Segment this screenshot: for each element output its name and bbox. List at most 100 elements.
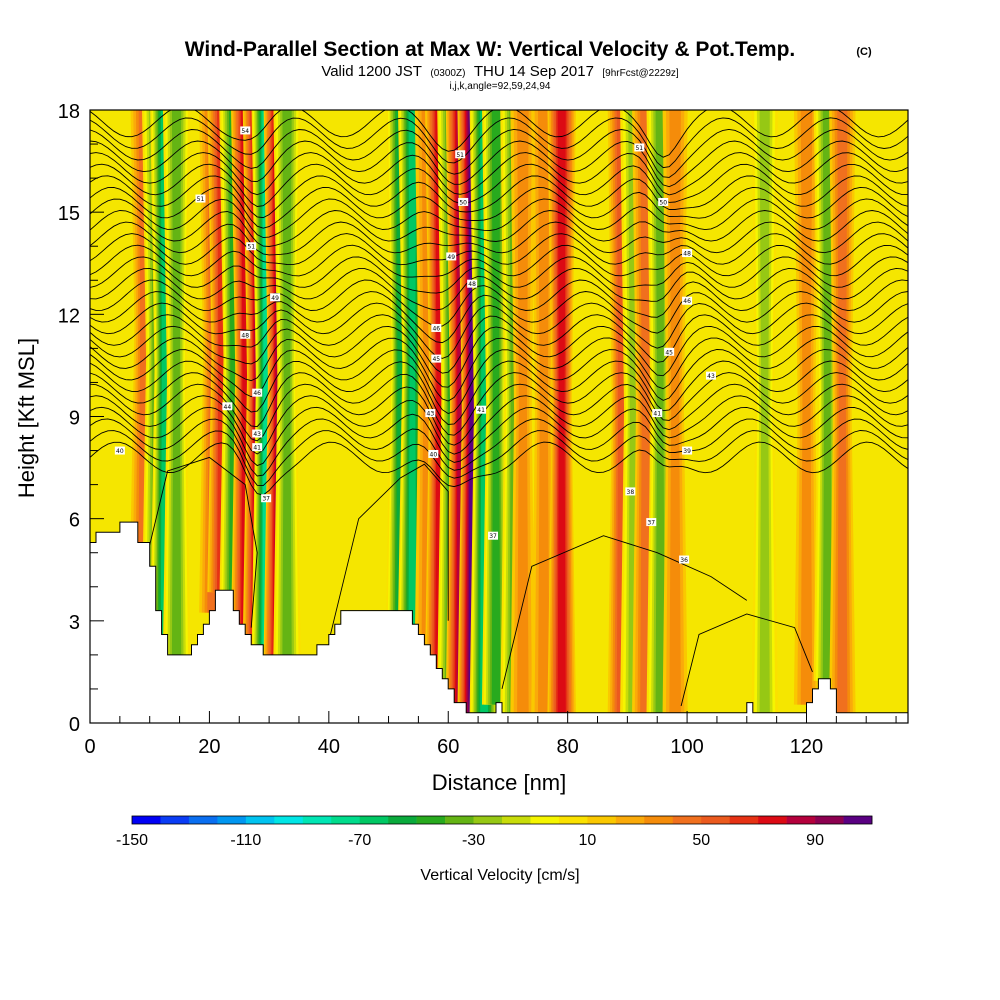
svg-text:50: 50 (659, 199, 667, 206)
theta-label: 37 (261, 494, 272, 503)
colorbar-tick-label: -30 (462, 832, 485, 849)
theta-contour (90, 430, 908, 487)
colorbar-swatch (758, 816, 787, 824)
colorbar-swatch (302, 816, 332, 824)
theta-label: 41 (652, 409, 663, 418)
svg-text:39: 39 (683, 448, 691, 455)
colorbar-swatch (587, 816, 617, 824)
x-tick-label: 60 (437, 736, 459, 758)
theta-label: 49 (446, 252, 457, 261)
svg-text:48: 48 (468, 281, 476, 288)
y-axis-label: Height [Kft MSL] (14, 338, 39, 498)
theta-label: 49 (270, 293, 281, 302)
theta-label: 38 (625, 487, 636, 496)
velocity-column (751, 110, 778, 715)
colorbar-swatch (388, 816, 417, 824)
x-tick-label: 20 (198, 736, 220, 758)
theta-contour (143, 456, 258, 628)
theta-contour (90, 349, 908, 414)
theta-label: 41 (476, 405, 487, 414)
plot-area: 54 51 51 49 48 46 44 43 41 40 37 51 50 49 48 46 45 43 41 40… (90, 110, 908, 723)
y-tick-label: 0 (69, 714, 80, 736)
colorbar-swatch (416, 816, 446, 824)
vertical-velocity-field (130, 110, 856, 715)
colorbar-tick-label: 50 (692, 832, 710, 849)
theta-contour (90, 152, 908, 196)
theta-label: 45 (664, 347, 675, 356)
theta-contour (680, 613, 813, 707)
svg-text:36: 36 (680, 557, 688, 564)
x-tick-label: 0 (84, 736, 95, 758)
theta-label: 43 (425, 409, 436, 418)
x-tick-label: 80 (557, 736, 579, 758)
y-tick-label: 12 (58, 305, 80, 327)
velocity-column (510, 110, 536, 715)
svg-text:43: 43 (427, 411, 435, 418)
svg-text:44: 44 (224, 404, 232, 411)
chart-title: Wind-Parallel Section at Max W: Vertical… (185, 38, 796, 61)
svg-text:54: 54 (241, 128, 249, 135)
theta-label: 48 (240, 330, 251, 339)
y-tick-label: 9 (69, 408, 80, 430)
theta-contour (90, 128, 908, 178)
theta-contour (90, 360, 908, 425)
svg-text:38: 38 (627, 489, 635, 496)
colorbar-swatch (331, 816, 360, 824)
svg-text:49: 49 (271, 295, 279, 302)
theta-label: 37 (488, 531, 499, 540)
colorbar-swatch (530, 816, 560, 824)
svg-text:43: 43 (707, 373, 715, 380)
colorbar-swatch (843, 816, 873, 824)
svg-text:49: 49 (447, 254, 455, 261)
colorbar-swatch (644, 816, 674, 824)
svg-text:41: 41 (253, 445, 261, 452)
theta-label: 46 (431, 323, 442, 332)
theta-contour (90, 406, 908, 467)
svg-text:51: 51 (456, 152, 464, 159)
svg-text:51: 51 (247, 244, 255, 251)
svg-text:46: 46 (253, 390, 261, 397)
colorbar-swatch (815, 816, 844, 824)
svg-text:48: 48 (241, 332, 249, 339)
y-tick-label: 6 (69, 510, 80, 532)
colorbar-swatch (245, 816, 275, 824)
colorbar-swatch (558, 816, 588, 824)
theta-label: 48 (682, 249, 693, 258)
svg-text:41: 41 (477, 407, 485, 414)
theta-label: 51 (455, 150, 466, 159)
theta-label: 51 (634, 143, 645, 152)
colorbar-label: Vertical Velocity [cm/s] (420, 867, 579, 884)
theta-label: 51 (246, 242, 257, 251)
svg-text:51: 51 (197, 196, 205, 203)
theta-contour (90, 383, 908, 446)
svg-text:37: 37 (647, 520, 655, 527)
y-tick-label: 15 (58, 203, 80, 225)
theta-contour (90, 140, 908, 188)
colorbar-swatch (786, 816, 816, 824)
colorbar-tick-label: -70 (348, 832, 371, 849)
theta-label: 36 (679, 555, 690, 564)
theta-contour (90, 337, 908, 402)
theta-label: 43 (252, 429, 263, 438)
colorbar-swatch (473, 816, 503, 824)
x-tick-label: 100 (670, 736, 703, 758)
theta-contour (90, 267, 908, 311)
theta-label: 50 (658, 197, 669, 206)
svg-text:37: 37 (262, 496, 270, 503)
theta-label: 39 (682, 446, 693, 455)
svg-text:46: 46 (683, 298, 691, 305)
theta-contour (90, 441, 908, 496)
svg-text:37: 37 (489, 533, 497, 540)
theta-label: 51 (195, 194, 206, 203)
colorbar-frame (131, 815, 873, 825)
theta-contour (90, 302, 908, 359)
colorbar-tick-label: -110 (230, 832, 261, 849)
theta-contour (90, 279, 908, 327)
colorbar-swatch (615, 816, 645, 824)
colorbar-tick-label: 90 (806, 832, 824, 849)
y-axis: 0 3 6 9 12 15 18 (58, 101, 104, 736)
theta-label: 46 (252, 388, 263, 397)
x-axis-label: Distance [nm] (432, 770, 567, 795)
colorbar-swatch (701, 816, 730, 824)
colorbar-swatch (132, 816, 161, 824)
